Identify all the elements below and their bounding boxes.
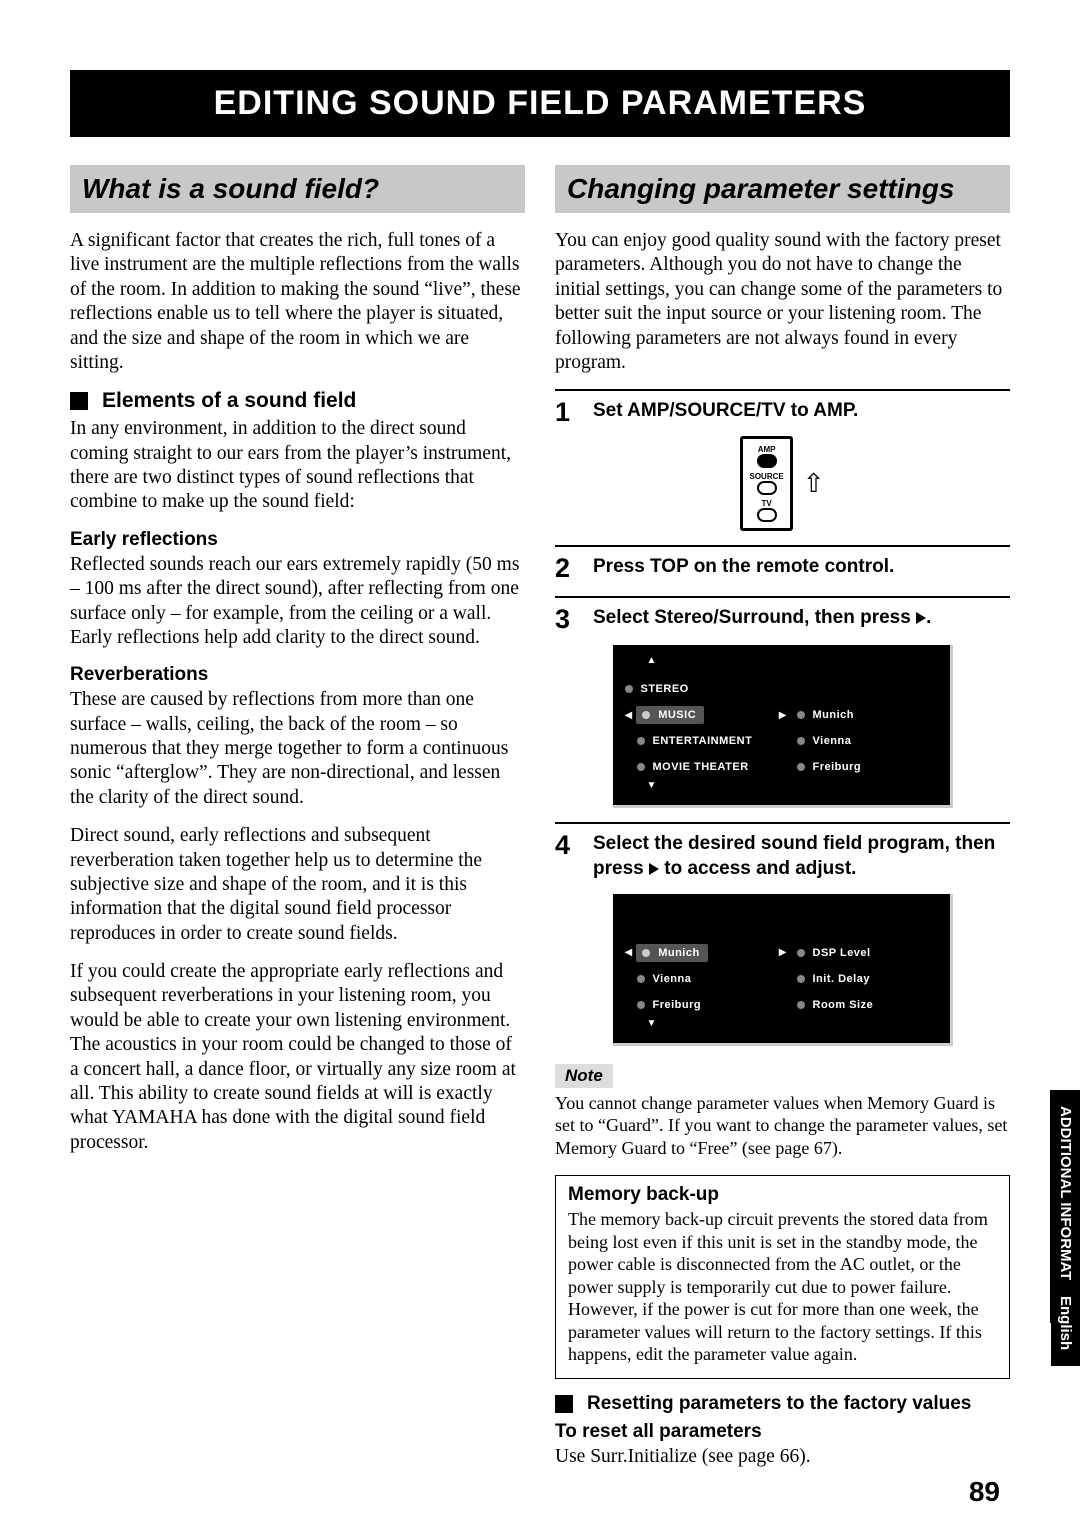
right-triangle-icon (916, 612, 926, 624)
step-4-text: Select the desired sound field program, … (593, 832, 1010, 881)
reset-all-heading: To reset all parameters (555, 1421, 1010, 1443)
step-2-text: Press TOP on the remote control. (593, 555, 1010, 580)
step-1-text: Set AMP/SOURCE/TV to AMP. (593, 399, 1010, 424)
osd-item: Vienna (653, 973, 692, 985)
square-bullet-icon (70, 392, 88, 410)
memory-backup-body: The memory back-up circuit prevents the … (568, 1208, 997, 1366)
left-p2: Direct sound, early reflections and subs… (70, 824, 525, 946)
osd-item: STEREO (641, 683, 689, 695)
step-4-post: to access and adjust. (659, 858, 856, 879)
step-rule (555, 822, 1010, 824)
switch-knob-filled-icon (757, 454, 777, 468)
right-intro: You can enjoy good quality sound with th… (555, 229, 1010, 375)
step-rule (555, 389, 1010, 391)
osd-item: Munich (813, 709, 855, 721)
right-triangle-icon (649, 863, 659, 875)
chapter-banner: EDITING SOUND FIELD PARAMETERS (70, 70, 1010, 137)
section-heading-right: Changing parameter settings (555, 165, 1010, 213)
note-body: You cannot change parameter values when … (555, 1092, 1010, 1160)
step-rule (555, 545, 1010, 547)
memory-backup-box: Memory back-up The memory back-up circui… (555, 1175, 1010, 1379)
square-bullet-icon (555, 1395, 573, 1413)
switch-label-amp: AMP (758, 445, 776, 454)
osd-item: Freiburg (653, 999, 702, 1011)
osd-item: Room Size (813, 999, 874, 1011)
side-tab-language: English (1051, 1280, 1080, 1366)
note-heading: Note (555, 1064, 613, 1088)
step-number: 2 (555, 555, 579, 582)
chapter-title: EDITING SOUND FIELD PARAMETERS (70, 84, 1010, 123)
osd-menu-2: ◀Munich▶DSP Level ViennaInit. Delay Frei… (613, 894, 953, 1046)
step-4: 4 Select the desired sound field program… (555, 832, 1010, 881)
osd-down-icon: ▼ (647, 1018, 938, 1029)
switch-label-tv: TV (761, 499, 771, 508)
right-column: Changing parameter settings You can enjo… (555, 165, 1010, 1483)
step-3-pre: Select Stereo/Surround, then press (593, 607, 916, 628)
osd-item: DSP Level (813, 947, 871, 959)
step-number: 1 (555, 399, 579, 426)
step-number: 3 (555, 606, 579, 633)
step-3: 3 Select Stereo/Surround, then press . (555, 606, 1010, 633)
osd-item: MOVIE THEATER (653, 761, 749, 773)
switch-slot: AMP SOURCE TV (740, 436, 792, 531)
osd-down-icon: ▼ (647, 780, 938, 791)
switch-knob-outline-icon (757, 508, 777, 522)
step-3-post: . (926, 607, 931, 628)
step-rule (555, 596, 1010, 598)
elements-heading: Elements of a sound field (70, 389, 525, 413)
elements-heading-text: Elements of a sound field (102, 389, 356, 413)
early-reflections-body: Reflected sounds reach our ears extremel… (70, 553, 525, 651)
memory-backup-heading: Memory back-up (568, 1184, 997, 1206)
osd-item: Init. Delay (813, 973, 870, 985)
osd-item: ENTERTAINMENT (653, 735, 753, 747)
elements-body: In any environment, in addition to the d… (70, 417, 525, 515)
step-2: 2 Press TOP on the remote control. (555, 555, 1010, 582)
osd-item-selected: Munich (658, 947, 700, 959)
step-3-text: Select Stereo/Surround, then press . (593, 606, 1010, 631)
osd-menu-1: ▲ STEREO ◀MUSIC▶Munich ENTERTAINMENTVien… (613, 645, 953, 808)
step-number: 4 (555, 832, 579, 859)
page-number: 89 (969, 1476, 1000, 1508)
reverberations-heading: Reverberations (70, 664, 525, 686)
step-1: 1 Set AMP/SOURCE/TV to AMP. (555, 399, 1010, 426)
switch-label-source: SOURCE (749, 472, 783, 481)
early-reflections-heading: Early reflections (70, 529, 525, 551)
osd-item-selected: MUSIC (658, 709, 696, 721)
osd-item: Vienna (813, 735, 852, 747)
left-p3: If you could create the appropriate earl… (70, 960, 525, 1155)
resetting-heading: Resetting parameters to the factory valu… (555, 1393, 1010, 1415)
left-column: What is a sound field? A significant fac… (70, 165, 525, 1483)
resetting-heading-text: Resetting parameters to the factory valu… (587, 1393, 971, 1415)
left-intro: A significant factor that creates the ri… (70, 229, 525, 375)
switch-knob-outline-icon (757, 481, 777, 495)
osd-item: Freiburg (813, 761, 862, 773)
reverberations-body: These are caused by reflections from mor… (70, 688, 525, 810)
reset-all-body: Use Surr.Initialize (see page 66). (555, 1445, 1010, 1469)
switch-diagram: AMP SOURCE TV ⇧ (555, 436, 1010, 531)
up-arrow-icon: ⇧ (803, 471, 825, 497)
osd-up-icon: ▲ (647, 655, 938, 666)
section-heading-left: What is a sound field? (70, 165, 525, 213)
